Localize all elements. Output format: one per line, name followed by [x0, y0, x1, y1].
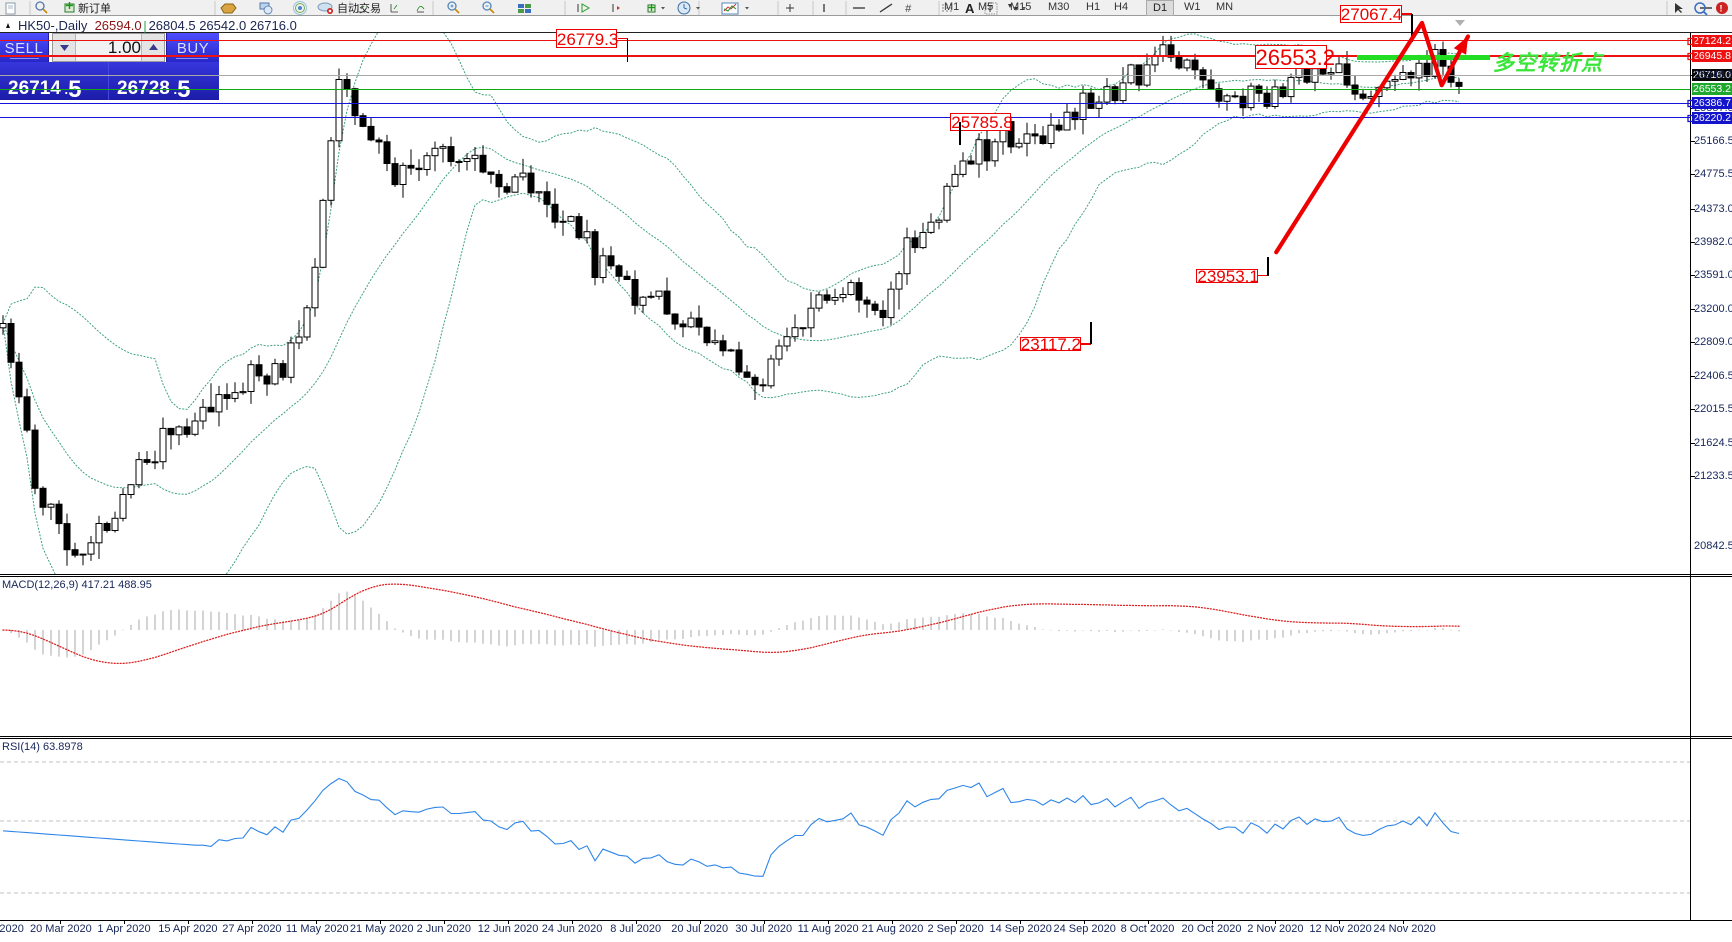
svg-text:自动交易: 自动交易	[337, 1, 381, 15]
svg-text:#: #	[905, 3, 912, 15]
svg-text:!: !	[1720, 4, 1723, 14]
svg-text:新订单: 新订单	[78, 1, 111, 15]
svg-text:A: A	[965, 1, 975, 16]
